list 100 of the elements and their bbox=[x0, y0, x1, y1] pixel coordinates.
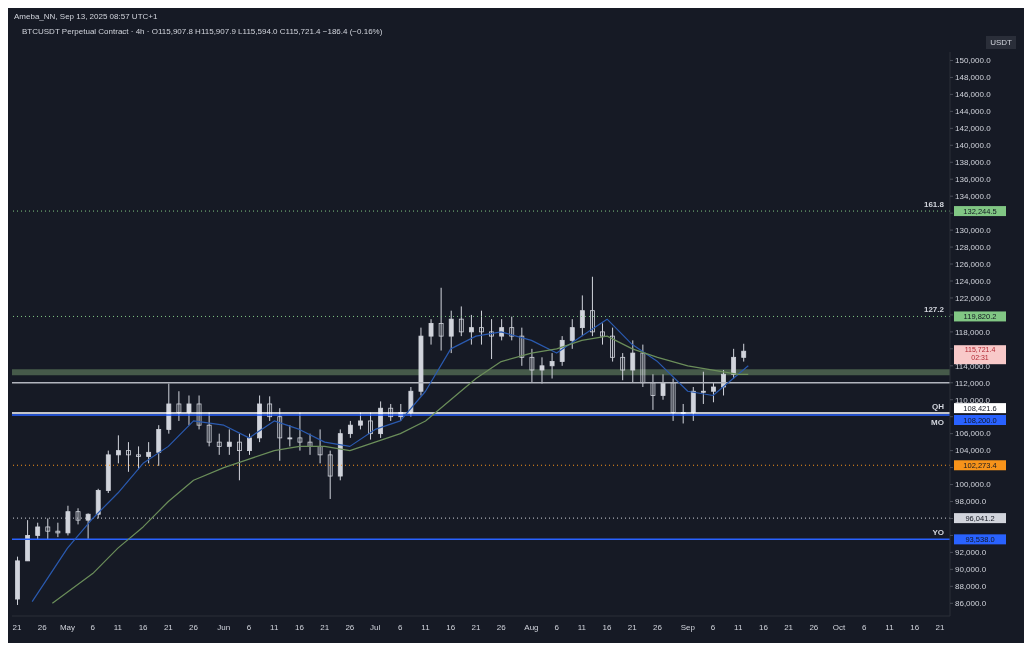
candlestick bbox=[610, 327, 615, 363]
y-tick-label: 112,000.0 bbox=[955, 378, 991, 388]
candlestick bbox=[307, 433, 313, 456]
candlestick bbox=[509, 316, 515, 341]
candlestick bbox=[247, 433, 252, 456]
text: Ameba_NN, Sep 13, 2025 08:57 UTC+1 bbox=[14, 12, 159, 21]
chart-title: BTCUSDT Perpetual Contract · 4h · O115,907.8 H115,907.9 L115,594.0 C115,721.4 −186.4 (−0.16%) bbox=[21, 26, 384, 36]
annotation: 127.2 bbox=[923, 305, 945, 315]
annotation: 161.8 bbox=[923, 200, 945, 210]
y-tick-label: 104,000.0 bbox=[955, 446, 992, 456]
y-tick-label: 90,000.0 bbox=[955, 565, 987, 575]
y-axis-title: USDT bbox=[986, 36, 1016, 49]
x-tick-label: 11 bbox=[270, 622, 279, 632]
candlestick bbox=[489, 318, 494, 360]
candlestick bbox=[55, 522, 61, 538]
x-tick-label: 26 bbox=[809, 622, 819, 632]
annotation: MO bbox=[931, 418, 944, 427]
y-tick-label: 86,000.0 bbox=[955, 599, 987, 609]
candlestick bbox=[569, 318, 575, 350]
candlestick bbox=[468, 314, 474, 346]
x-tick-label: 16 bbox=[758, 622, 769, 632]
y-tick-label: 130,000.0 bbox=[955, 225, 992, 235]
y-tick-label: 148,000.0 bbox=[955, 73, 992, 83]
candlestick bbox=[277, 407, 283, 462]
candlestick bbox=[226, 428, 232, 456]
x-tick-label: Sep bbox=[680, 622, 696, 632]
x-tick-label: 26 bbox=[189, 622, 199, 632]
candlestick bbox=[186, 394, 192, 426]
x-tick-label: Jun bbox=[217, 622, 231, 632]
x-tick-label: 26 bbox=[496, 622, 507, 632]
candlestick bbox=[146, 441, 152, 464]
x-tick-label: 6 bbox=[554, 622, 560, 632]
y-tick-label: 136,000.0 bbox=[955, 175, 992, 185]
candlestick bbox=[479, 310, 484, 346]
candlestick bbox=[216, 433, 222, 456]
y-tick-label: 122,000.0 bbox=[955, 293, 992, 303]
x-tick-label: 21 bbox=[627, 622, 638, 632]
candlestick bbox=[428, 318, 434, 346]
candlestick bbox=[539, 356, 545, 385]
x-tick-label: 16 bbox=[446, 622, 456, 632]
x-tick-label: 16 bbox=[295, 622, 305, 632]
candlestick bbox=[600, 322, 605, 346]
annotation: QH bbox=[932, 402, 945, 412]
y-tick-label: 134,000.0 bbox=[955, 192, 992, 202]
candlestick bbox=[549, 352, 555, 380]
y-tick-label: 140,000.0 bbox=[955, 141, 992, 151]
candlestick bbox=[176, 390, 182, 422]
x-tick-label: 16 bbox=[602, 622, 613, 632]
candlestick bbox=[136, 445, 141, 470]
x-tick-label: 21 bbox=[12, 622, 23, 632]
candlestick bbox=[640, 344, 646, 388]
x-tick-label: 16 bbox=[910, 622, 920, 632]
candlestick bbox=[196, 394, 202, 430]
y-tick-label: 88,000.0 bbox=[955, 582, 987, 592]
y-tick-label: 114,000.0 bbox=[955, 361, 991, 371]
y-tick-label: 92,000.0 bbox=[955, 548, 987, 558]
candlestick bbox=[529, 348, 535, 384]
x-tick-label: May bbox=[59, 622, 76, 632]
y-tick-label: 142,000.0 bbox=[955, 124, 992, 134]
candlestick bbox=[519, 327, 525, 367]
y-tick-label: 146,000.0 bbox=[955, 90, 992, 100]
candlestick bbox=[237, 433, 242, 481]
x-tick-label: 11 bbox=[734, 622, 743, 632]
candlestick bbox=[590, 276, 595, 337]
x-tick-label: 6 bbox=[862, 622, 868, 632]
x-tick-label: 16 bbox=[138, 622, 149, 632]
candlestick bbox=[317, 428, 323, 464]
candlestick bbox=[267, 395, 273, 422]
x-tick-label: Aug bbox=[524, 622, 539, 632]
candlestick bbox=[438, 287, 444, 352]
candlestick bbox=[559, 335, 565, 367]
candlestick bbox=[630, 339, 636, 384]
candlestick bbox=[408, 386, 414, 418]
x-tick-label: 26 bbox=[37, 622, 48, 632]
x-tick-label: 26 bbox=[653, 622, 663, 632]
x-tick-label: 21 bbox=[935, 622, 945, 632]
y-tick-label: 100,000.0 bbox=[955, 480, 992, 490]
x-tick-label: 11 bbox=[577, 622, 587, 632]
candlestick bbox=[731, 348, 737, 380]
x-tick-label: 21 bbox=[320, 622, 330, 632]
x-tick-label: 6 bbox=[710, 622, 716, 632]
x-tick-label: 6 bbox=[246, 622, 252, 632]
x-tick-label: 11 bbox=[421, 622, 431, 632]
candlestick bbox=[711, 382, 716, 403]
y-tick-label: 138,000.0 bbox=[955, 158, 992, 168]
x-tick-label: 11 bbox=[113, 622, 123, 632]
y-tick-label: 110,000.0 bbox=[955, 395, 991, 405]
x-tick-label: Oct bbox=[832, 622, 847, 632]
x-tick-label: 6 bbox=[90, 622, 96, 632]
x-tick-label: 21 bbox=[471, 622, 481, 632]
candlestick bbox=[458, 305, 464, 337]
candlestick bbox=[700, 371, 706, 405]
y-tick-label: 124,000.0 bbox=[955, 276, 992, 286]
y-tick-label: 150,000.0 bbox=[955, 56, 992, 66]
x-tick-label: 11 bbox=[885, 622, 895, 632]
candlestick bbox=[690, 386, 696, 422]
x-tick-label: 6 bbox=[398, 622, 404, 632]
x-tick-label: Jul bbox=[369, 622, 381, 632]
candlestick bbox=[660, 373, 666, 401]
x-tick-label: 21 bbox=[163, 622, 174, 632]
